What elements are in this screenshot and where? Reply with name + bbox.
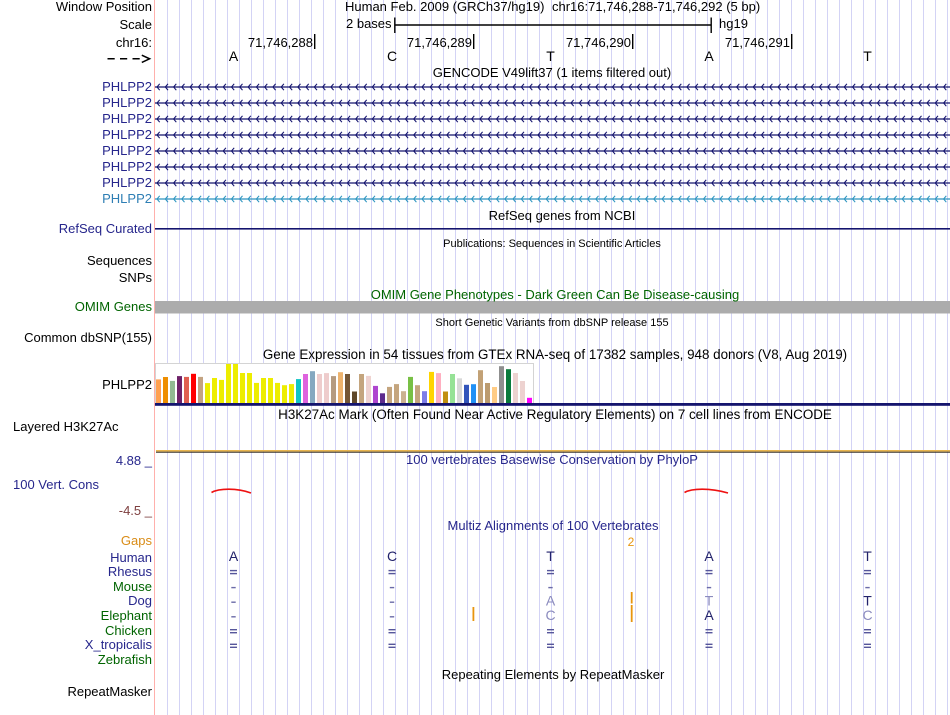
svg-text:T: T — [546, 48, 555, 64]
svg-text:A: A — [704, 548, 714, 564]
svg-text:A: A — [229, 48, 239, 64]
svg-text:T: T — [705, 593, 714, 609]
svg-text:A: A — [546, 593, 556, 609]
svg-text:C: C — [862, 607, 872, 623]
svg-text:C: C — [387, 548, 397, 564]
svg-text:C: C — [387, 48, 397, 64]
svg-text:2: 2 — [628, 535, 635, 549]
svg-text:C: C — [545, 607, 555, 623]
svg-text:T: T — [863, 48, 872, 64]
svg-text:A: A — [704, 48, 714, 64]
svg-text:A: A — [229, 548, 239, 564]
svg-text:T: T — [546, 548, 555, 564]
svg-text:A: A — [704, 607, 714, 623]
svg-text:T: T — [863, 548, 872, 564]
svg-text:T: T — [863, 593, 872, 609]
